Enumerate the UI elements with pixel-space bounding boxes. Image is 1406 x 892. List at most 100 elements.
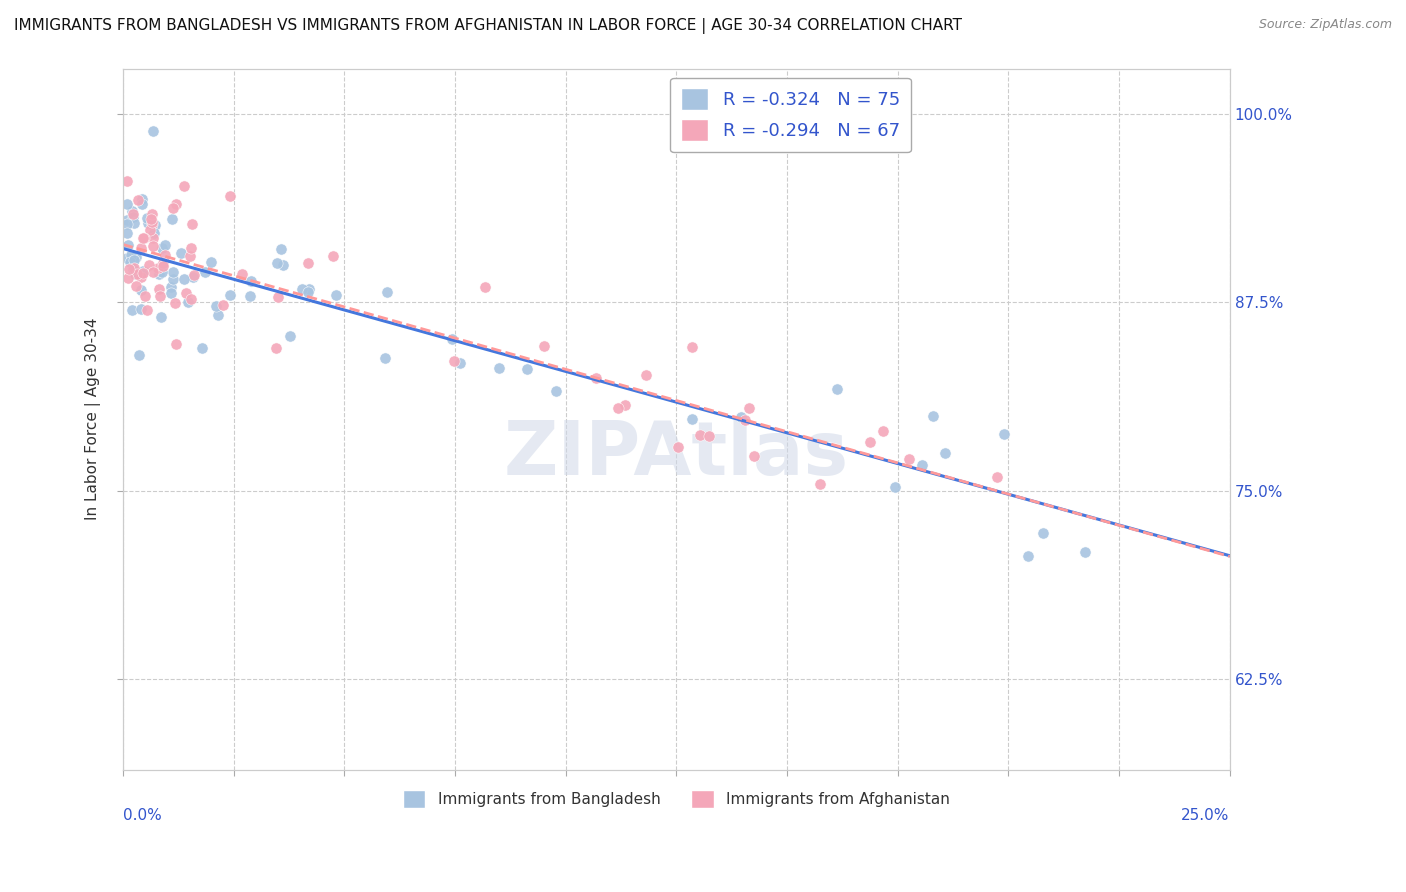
Point xyxy=(117,252,139,266)
Point xyxy=(153,237,176,252)
Point xyxy=(148,282,170,296)
Point xyxy=(744,450,766,464)
Point xyxy=(149,289,172,303)
Point xyxy=(1074,545,1097,559)
Point xyxy=(375,285,398,300)
Point xyxy=(122,252,145,267)
Point xyxy=(162,202,184,216)
Point xyxy=(121,204,143,219)
Point xyxy=(139,223,162,237)
Point xyxy=(872,424,894,438)
Point xyxy=(859,435,882,450)
Point xyxy=(298,282,321,296)
Point xyxy=(266,256,288,270)
Point xyxy=(689,428,711,442)
Point xyxy=(614,398,637,412)
Point xyxy=(193,265,215,279)
Point xyxy=(124,250,146,264)
Point xyxy=(125,267,148,281)
Point xyxy=(141,218,163,232)
Point xyxy=(118,255,141,269)
Point xyxy=(122,207,145,221)
Point xyxy=(131,241,153,255)
Point xyxy=(730,409,752,424)
Point xyxy=(278,328,301,343)
Point xyxy=(440,332,463,346)
Point xyxy=(474,280,496,294)
Point xyxy=(155,248,177,262)
Point xyxy=(136,211,159,225)
Point xyxy=(808,477,831,491)
Point xyxy=(374,351,396,366)
Point xyxy=(124,267,146,281)
Point xyxy=(884,480,907,494)
Point xyxy=(200,255,222,269)
Point xyxy=(150,310,173,325)
Point xyxy=(122,216,145,230)
Point xyxy=(138,258,160,272)
Point xyxy=(699,428,721,442)
Point xyxy=(218,287,240,301)
Point xyxy=(142,231,165,245)
Point xyxy=(993,426,1015,441)
Point xyxy=(148,267,170,281)
Point xyxy=(297,285,319,300)
Point xyxy=(131,263,153,277)
Point xyxy=(117,271,139,285)
Point xyxy=(132,266,155,280)
Point xyxy=(120,248,142,262)
Point xyxy=(183,268,205,282)
Point xyxy=(264,341,287,355)
Point xyxy=(127,193,149,207)
Point xyxy=(205,299,228,313)
Point xyxy=(141,215,163,229)
Point xyxy=(162,272,184,286)
Point xyxy=(180,241,202,255)
Point xyxy=(117,226,139,240)
Point xyxy=(1017,549,1039,564)
Point xyxy=(898,452,921,467)
Point xyxy=(174,286,197,301)
Point xyxy=(240,274,263,288)
Point xyxy=(218,189,240,203)
Point xyxy=(734,413,756,427)
Point xyxy=(141,207,163,221)
Point xyxy=(986,469,1008,483)
Point xyxy=(117,217,139,231)
Point xyxy=(934,446,956,460)
Point xyxy=(322,249,344,263)
Point xyxy=(585,370,607,384)
Point xyxy=(131,192,153,206)
Legend: Immigrants from Bangladesh, Immigrants from Afghanistan: Immigrants from Bangladesh, Immigrants f… xyxy=(396,784,956,814)
Point xyxy=(121,302,143,317)
Point xyxy=(449,356,471,370)
Point xyxy=(827,382,849,396)
Point xyxy=(150,241,173,255)
Text: Source: ZipAtlas.com: Source: ZipAtlas.com xyxy=(1258,18,1392,31)
Point xyxy=(128,348,150,362)
Point xyxy=(177,294,200,309)
Point xyxy=(146,260,169,275)
Point xyxy=(142,124,165,138)
Point xyxy=(325,288,347,302)
Point xyxy=(634,368,657,382)
Point xyxy=(152,255,174,269)
Point xyxy=(129,301,152,316)
Point xyxy=(163,295,186,310)
Point xyxy=(297,255,319,269)
Point xyxy=(681,340,703,354)
Point xyxy=(160,212,183,227)
Point xyxy=(607,401,630,415)
Point xyxy=(132,231,155,245)
Point xyxy=(117,238,139,252)
Point xyxy=(212,298,235,312)
Y-axis label: In Labor Force | Age 30-34: In Labor Force | Age 30-34 xyxy=(86,318,101,520)
Point xyxy=(162,265,184,279)
Point xyxy=(231,267,253,281)
Point xyxy=(179,249,201,263)
Point xyxy=(142,265,165,279)
Point xyxy=(544,384,567,399)
Point xyxy=(173,179,195,194)
Point xyxy=(129,270,152,285)
Point xyxy=(142,227,165,241)
